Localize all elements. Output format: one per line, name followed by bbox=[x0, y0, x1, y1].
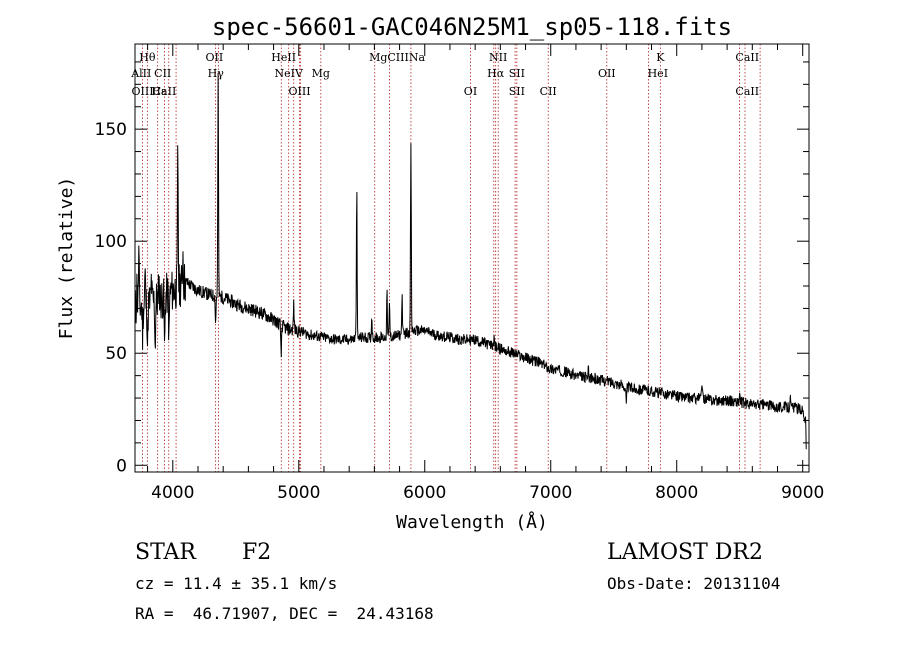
y-tick-label: 150 bbox=[95, 120, 127, 140]
spectral-line-label: Mg bbox=[312, 67, 330, 80]
spectral-line-label: OII bbox=[598, 67, 616, 80]
redshift-text: cz = 11.4 ± 35.1 km/s bbox=[135, 574, 338, 593]
spectral-line-label: CaII bbox=[735, 51, 759, 64]
spectral-line-label: MgCIIINa bbox=[369, 51, 425, 64]
spectral-line-label: CaII bbox=[153, 85, 177, 98]
spectral-line-label: OI bbox=[464, 85, 477, 98]
data-release: LAMOST DR2 bbox=[607, 540, 763, 565]
spectral-line-label: SII bbox=[509, 67, 525, 80]
x-axis-label: Wavelength (Å) bbox=[396, 511, 548, 533]
spectral-line-label: Hα bbox=[487, 67, 505, 80]
x-tick-label: 4000 bbox=[151, 483, 194, 503]
spectral-line-label: HeI bbox=[648, 67, 668, 80]
x-tick-label: 6000 bbox=[403, 483, 446, 503]
spectral-line-label: AlII bbox=[130, 67, 151, 80]
x-tick-label: 9000 bbox=[781, 483, 824, 503]
spectral-line-label: OIII bbox=[289, 85, 311, 98]
plot-frame bbox=[134, 43, 810, 473]
object-subclass: F2 bbox=[242, 540, 272, 565]
y-tick-label: 100 bbox=[95, 232, 127, 252]
object-class: STAR bbox=[135, 540, 196, 565]
spectral-line-label: OIII bbox=[132, 85, 154, 98]
y-tick-label: 50 bbox=[105, 344, 127, 364]
line-markers bbox=[142, 44, 761, 472]
axis-ticks: 4000 5000 6000 7000 8000 9000 0 50 100 150 bbox=[95, 44, 824, 503]
spectral-line-label: CaII bbox=[735, 85, 759, 98]
spectral-line-label: OII bbox=[206, 51, 224, 64]
x-tick-label: 7000 bbox=[529, 483, 572, 503]
y-axis-label: Flux (relative) bbox=[56, 177, 77, 340]
spectral-line-label: Hε bbox=[151, 85, 167, 98]
x-tick-label: 8000 bbox=[655, 483, 698, 503]
spectral-line-label: Hγ bbox=[208, 67, 225, 80]
spectral-line-label: K bbox=[656, 51, 665, 64]
spectrum-line bbox=[134, 72, 807, 450]
spectral-line-label: CII bbox=[154, 67, 171, 80]
spectral-line-label: Hθ bbox=[139, 51, 156, 64]
spectral-line-label: HeII bbox=[271, 51, 296, 64]
spectral-line-label: NeIV bbox=[274, 67, 303, 80]
spectral-line-label: SII bbox=[509, 85, 525, 98]
spectral-line-label: NII bbox=[489, 51, 507, 64]
y-tick-label: 0 bbox=[116, 456, 127, 476]
chart-title: spec-56601-GAC046N25M1_sp05-118.fits bbox=[212, 13, 732, 41]
coordinates-text: RA = 46.71907, DEC = 24.43168 bbox=[135, 604, 434, 623]
spectral-line-label: CII bbox=[540, 85, 557, 98]
observation-date: Obs-Date: 20131104 bbox=[607, 574, 781, 593]
x-tick-label: 5000 bbox=[277, 483, 320, 503]
